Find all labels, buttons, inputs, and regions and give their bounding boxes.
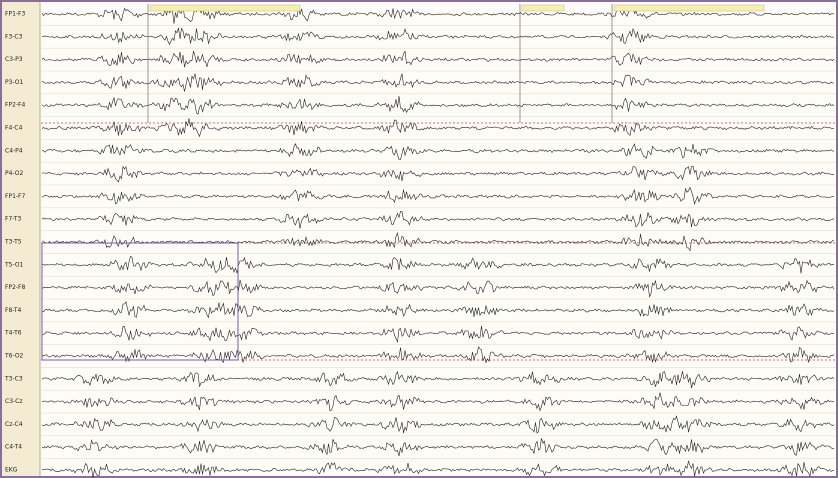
waveform	[41, 415, 835, 434]
channel-label: C3-Cz	[5, 398, 23, 405]
waveform	[41, 232, 834, 252]
grid	[41, 25, 836, 459]
label-column	[2, 2, 40, 476]
channel-labels: FP1-F3 F3-C3 C3-P3 P3-O1 FP2-F4 F4-C4 C4-P4 P4-…	[4, 11, 26, 474]
channel-label: Cz-C4	[5, 421, 23, 428]
waveform	[41, 96, 835, 115]
waveform	[41, 370, 835, 389]
selection-box	[41, 242, 239, 361]
waveform	[41, 27, 835, 46]
waveform	[41, 186, 834, 205]
annotation-tag	[613, 4, 765, 12]
waveform	[41, 211, 835, 229]
waveform	[41, 118, 834, 138]
channel-label: T3-T5	[4, 239, 22, 246]
waveforms	[41, 4, 835, 478]
channel-label: T3-C3	[4, 375, 23, 382]
channel-label: T6-O2	[4, 353, 24, 360]
waveform	[41, 165, 835, 183]
waveform	[41, 50, 835, 68]
waveform	[41, 143, 835, 161]
channel-label: FP1-F7	[5, 193, 26, 200]
channel-label: EKG	[5, 467, 18, 474]
channel-label: P3-O1	[5, 79, 23, 86]
annotation-tag	[521, 4, 565, 12]
channel-label: FP2-F8	[5, 284, 26, 291]
waveform	[41, 301, 835, 319]
channel-label: P4-O2	[5, 170, 23, 177]
waveform	[41, 73, 835, 92]
channel-label: T4-T6	[4, 330, 22, 337]
waveform	[41, 460, 835, 478]
channel-label: F3-C3	[5, 33, 23, 40]
channel-label: C3-P3	[5, 56, 23, 63]
channel-label: C4-T4	[5, 444, 22, 451]
channel-label: F8-T4	[5, 307, 22, 314]
channel-label: FP1-F3	[5, 11, 26, 18]
channel-label: C4-P4	[5, 147, 23, 154]
waveform	[41, 255, 835, 274]
waveform	[41, 438, 835, 457]
annotation-tag	[149, 4, 301, 12]
waveform	[41, 279, 835, 298]
channel-label: F7-T3	[5, 216, 22, 223]
channel-label: FP2-F4	[5, 102, 26, 109]
waveform	[41, 392, 835, 412]
channel-label: T5-O1	[4, 261, 24, 268]
waveform	[41, 346, 835, 364]
waveform	[42, 325, 834, 344]
channel-label: F4-C4	[5, 125, 23, 132]
waveform	[41, 4, 835, 24]
